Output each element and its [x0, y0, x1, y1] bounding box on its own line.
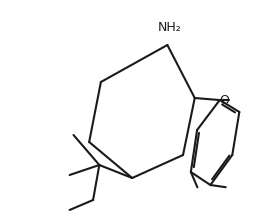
- Text: NH₂: NH₂: [158, 21, 181, 34]
- Text: O: O: [220, 94, 229, 106]
